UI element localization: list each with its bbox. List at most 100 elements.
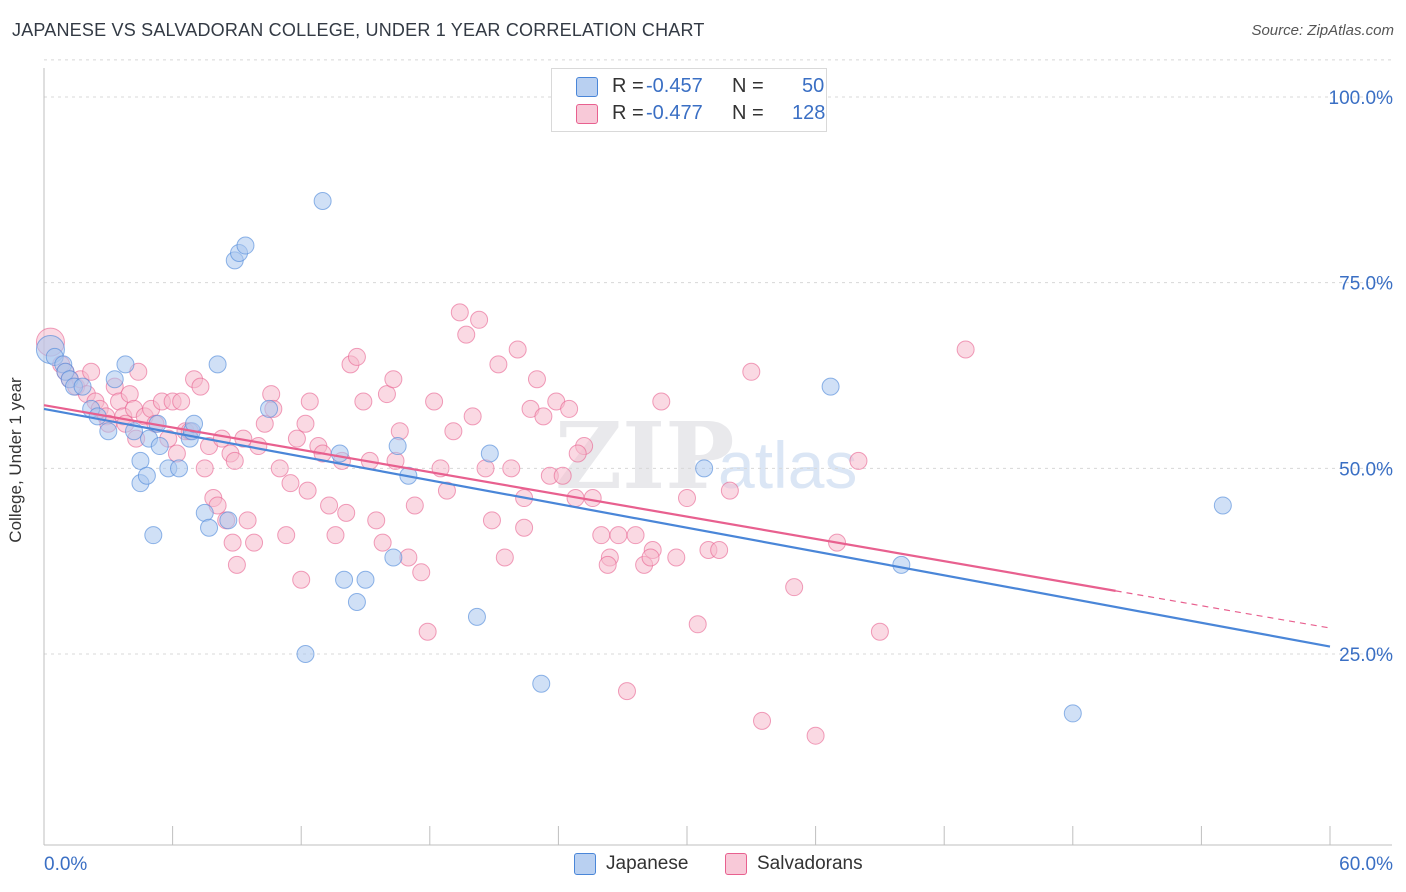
y-tick-label: 100.0%: [1329, 88, 1394, 109]
salvadoran-point: [326, 526, 345, 545]
japanese-point: [480, 444, 499, 463]
salvadoran-point: [195, 459, 214, 478]
salvadoran-point: [476, 459, 495, 478]
x-tick-label-left: 0.0%: [44, 854, 87, 875]
salvadoran-point: [849, 451, 868, 470]
legend-swatch-japanese: [576, 77, 598, 97]
salvadoran-point: [191, 377, 210, 396]
salvadoran-point: [277, 526, 296, 545]
salvadoran-point: [373, 533, 392, 552]
japanese-trend-line: [43, 407, 1331, 648]
salvadoran-point: [583, 489, 602, 508]
salvadoran-point: [245, 533, 264, 552]
salvadoran-point: [212, 429, 231, 448]
salvadoran-point: [568, 444, 587, 463]
salvadoran-point: [470, 310, 489, 329]
salvadoran-point: [399, 548, 418, 567]
japanese-point: [695, 459, 714, 478]
salvadoran-point: [617, 682, 636, 701]
y-tick-label: 75.0%: [1339, 274, 1393, 295]
japanese-point: [131, 451, 150, 470]
japanese-point: [892, 555, 911, 574]
salvadoran-point: [806, 726, 825, 745]
bottom-legend-label-japanese: Japanese: [606, 853, 689, 874]
salvadoran-point: [249, 437, 268, 456]
salvadoran-point: [652, 392, 671, 411]
legend-n-label: N =: [732, 102, 764, 124]
salvadoran-point: [450, 303, 469, 322]
salvadoran-point: [482, 511, 501, 530]
salvadoran-point: [710, 541, 729, 560]
salvadoran-point: [120, 385, 139, 404]
japanese-point: [388, 437, 407, 456]
salvadoran-trend-line: [43, 404, 1116, 592]
japanese-point: [1063, 704, 1082, 723]
salvadoran-point: [667, 548, 686, 567]
y-tick-label: 25.0%: [1339, 645, 1393, 666]
salvadoran-point: [785, 578, 804, 597]
japanese-point: [384, 548, 403, 567]
salvadoran-point: [418, 622, 437, 641]
japanese-point: [150, 437, 169, 456]
salvadoran-point: [225, 451, 244, 470]
salvadoran-point: [437, 481, 456, 500]
salvadoran-point: [444, 422, 463, 441]
bottom-legend-swatch-japanese: [574, 853, 596, 875]
legend-swatch-salvadorans: [576, 104, 598, 124]
salvadoran-point: [508, 340, 527, 359]
japanese-point: [99, 422, 118, 441]
watermark-atlas: atlas: [718, 428, 857, 502]
salvadoran-point: [255, 414, 274, 433]
salvadoran-point: [287, 429, 306, 448]
japanese-point: [195, 503, 214, 522]
salvadoran-point: [281, 474, 300, 493]
japanese-point: [219, 511, 238, 530]
japanese-point: [356, 570, 375, 589]
salvadoran-point: [384, 370, 403, 389]
japanese-point: [313, 191, 332, 210]
salvadoran-point: [626, 526, 645, 545]
salvadoran-point: [390, 422, 409, 441]
salvadoran-point: [463, 407, 482, 426]
japanese-point: [116, 355, 135, 374]
salvadoran-point: [262, 385, 281, 404]
salvadoran-point: [515, 518, 534, 537]
salvadoran-point: [412, 563, 431, 582]
japanese-point: [137, 466, 156, 485]
salvadoran-point: [227, 555, 246, 574]
y-tick-label: 50.0%: [1339, 459, 1393, 480]
salvadoran-point: [502, 459, 521, 478]
salvadoran-point: [641, 548, 660, 567]
japanese-point: [105, 370, 124, 389]
japanese-point: [347, 593, 366, 612]
legend-r-value: -0.457: [646, 75, 703, 97]
salvadoran-point: [292, 570, 311, 589]
japanese-point: [532, 674, 551, 693]
japanese-point: [73, 377, 92, 396]
salvadoran-point: [405, 496, 424, 515]
japanese-point: [200, 518, 219, 537]
japanese-point: [330, 444, 349, 463]
legend-r-label: R =: [612, 75, 644, 97]
salvadoran-point: [337, 503, 356, 522]
legend-n-label: N =: [732, 75, 764, 97]
japanese-point: [260, 399, 279, 418]
legend-r-label: R =: [612, 102, 644, 124]
salvadoran-point: [592, 526, 611, 545]
japanese-point: [236, 236, 255, 255]
salvadoran-point: [172, 392, 191, 411]
japanese-point: [144, 526, 163, 545]
source-label: Source: ZipAtlas.com: [1251, 22, 1394, 39]
japanese-point: [296, 645, 315, 663]
salvadoran-point: [300, 392, 319, 411]
salvadoran-point: [609, 526, 628, 545]
salvadoran-point: [298, 481, 317, 500]
salvadoran-point: [347, 347, 366, 366]
salvadoran-point: [377, 385, 396, 404]
salvadoran-point: [270, 459, 289, 478]
salvadoran-point: [425, 392, 444, 411]
salvadoran-point: [167, 444, 186, 463]
salvadoran-point: [688, 615, 707, 634]
bottom-legend-swatch-salvadorans: [725, 853, 747, 875]
salvadoran-point: [560, 399, 579, 418]
